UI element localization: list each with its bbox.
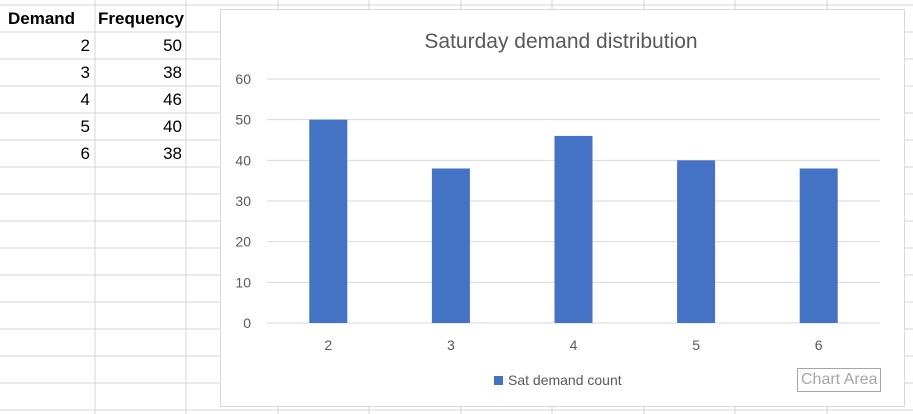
- bar-chart[interactable]: Saturday demand distribution 0 10 20 30 40 50…: [221, 10, 906, 408]
- cell-frequency[interactable]: 38: [163, 63, 182, 82]
- x-tick-label: 5: [692, 337, 700, 353]
- cell-frequency[interactable]: 46: [163, 90, 182, 109]
- cell-demand[interactable]: 3: [80, 63, 90, 82]
- chart-area[interactable]: Saturday demand distribution 0 10 20 30 40 50…: [220, 9, 905, 407]
- y-tick-label: 30: [235, 193, 251, 209]
- y-tick-label: 0: [243, 315, 251, 331]
- bar[interactable]: [554, 135, 593, 323]
- legend-swatch: [494, 376, 503, 385]
- cell-frequency[interactable]: 38: [163, 144, 182, 163]
- cell-frequency[interactable]: 50: [163, 36, 182, 55]
- chart-area-tooltip: Chart Area: [797, 368, 882, 392]
- header-frequency[interactable]: Frequency: [98, 9, 184, 28]
- cell-demand[interactable]: 4: [80, 90, 90, 109]
- y-tick-label: 40: [235, 152, 251, 168]
- x-tick-label: 3: [447, 337, 455, 353]
- bar[interactable]: [799, 168, 838, 323]
- y-tick-label: 20: [235, 234, 251, 250]
- bar[interactable]: [431, 168, 470, 323]
- x-tick-label: 4: [570, 337, 578, 353]
- y-tick-label: 10: [235, 274, 251, 290]
- bar[interactable]: [677, 160, 716, 323]
- x-tick-label: 2: [324, 337, 332, 353]
- header-demand[interactable]: Demand: [8, 9, 76, 28]
- cell-demand[interactable]: 2: [80, 36, 90, 55]
- bar[interactable]: [309, 119, 348, 324]
- legend-label[interactable]: Sat demand count: [508, 372, 622, 388]
- cell-demand[interactable]: 6: [80, 144, 90, 163]
- cell-demand[interactable]: 5: [80, 117, 90, 136]
- chart-title[interactable]: Saturday demand distribution: [424, 30, 697, 53]
- cell-frequency[interactable]: 40: [163, 117, 182, 136]
- y-tick-label: 60: [235, 71, 251, 87]
- y-tick-label: 50: [235, 112, 251, 128]
- x-tick-label: 6: [815, 337, 823, 353]
